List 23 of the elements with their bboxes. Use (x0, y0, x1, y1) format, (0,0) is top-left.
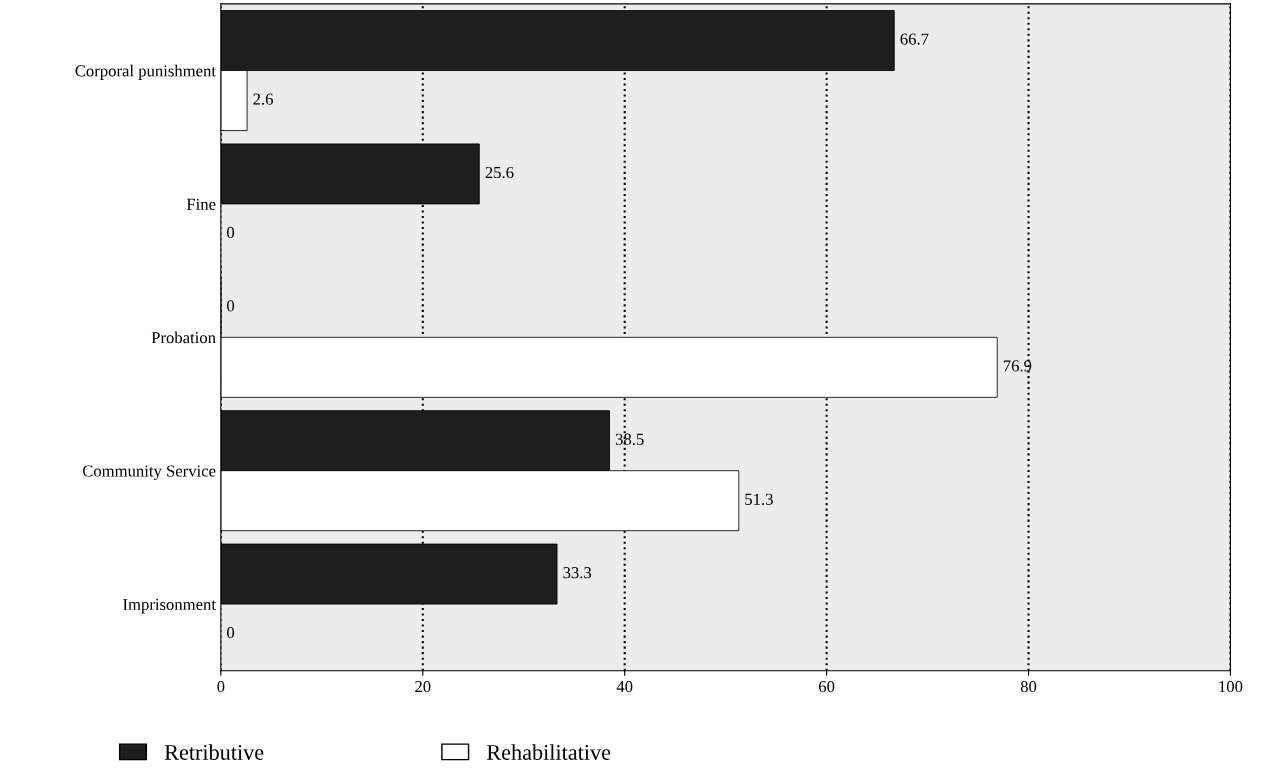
data-label: 2.6 (253, 93, 273, 105)
data-label: 33.3 (563, 567, 592, 579)
data-label: 51.3 (745, 493, 773, 505)
x-tick-label: 60 (818, 680, 835, 693)
data-label: 76.9 (1003, 360, 1032, 372)
data-label: 66.7 (900, 33, 929, 45)
y-tick-label: Community Service (82, 465, 216, 481)
x-tick-label: 40 (616, 680, 633, 693)
data-label: 0 (227, 627, 235, 639)
y-tick-label: Imprisonment (123, 598, 216, 614)
data-label: 0 (227, 300, 235, 312)
legend-label: Retributive (164, 744, 264, 760)
y-tick-label: Probation (151, 331, 216, 344)
y-tick-label: Corporal punishment (75, 64, 216, 80)
data-label: 38.5 (615, 433, 644, 445)
x-tick-label: 100 (1219, 680, 1243, 693)
legend-label: Rehabilitative (486, 744, 611, 760)
x-tick-label: 80 (1020, 680, 1037, 693)
y-tick-label: Fine (186, 198, 216, 210)
x-tick-label: 0 (217, 680, 225, 693)
data-label: 25.6 (485, 166, 514, 179)
data-label: 0 (227, 226, 235, 239)
x-tick-label: 20 (415, 680, 431, 693)
